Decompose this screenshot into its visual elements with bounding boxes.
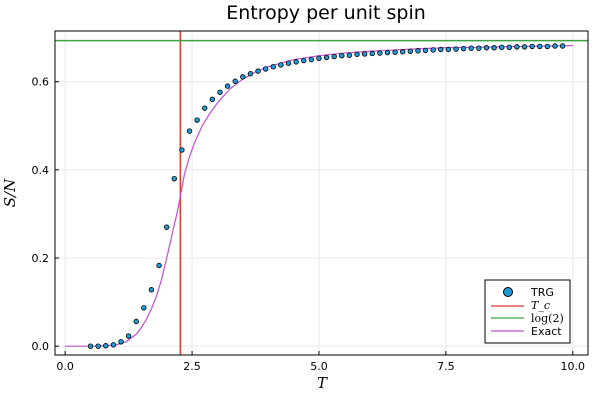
trg-point	[103, 343, 109, 349]
trg-point	[445, 46, 452, 53]
trg-point	[514, 44, 520, 50]
trg-point	[346, 52, 353, 58]
trg-point	[202, 105, 208, 111]
trg-point	[499, 44, 505, 51]
trg-point	[422, 47, 429, 54]
trg-point	[125, 333, 132, 339]
trg-point	[163, 224, 170, 230]
trg-point	[171, 175, 177, 182]
trg-point	[285, 60, 292, 66]
trg-point	[194, 117, 200, 123]
x-tick-label: 0.0	[56, 360, 74, 373]
trg-point	[278, 62, 284, 68]
legend-box	[484, 279, 571, 344]
trg-point	[156, 262, 162, 269]
trg-point	[339, 52, 345, 59]
trg-point	[354, 51, 360, 58]
trg-point	[247, 71, 254, 77]
trg-point	[95, 343, 101, 349]
legend-label-log2: log(2)	[531, 312, 564, 325]
trg-point	[255, 68, 261, 74]
trg-point	[552, 43, 558, 49]
trg-point	[361, 51, 368, 57]
trg-point	[316, 55, 322, 62]
trg-point	[118, 339, 124, 345]
series-layer	[55, 31, 588, 355]
trg-point	[217, 89, 223, 95]
x-axis-label: T	[317, 374, 328, 392]
trg-point	[529, 43, 535, 50]
x-tick-label: 10.0	[561, 360, 586, 373]
trg-point	[453, 46, 459, 52]
trg-point	[430, 47, 436, 53]
trg-point	[224, 83, 231, 89]
plot-frame	[54, 30, 589, 356]
legend-marker-trg	[503, 287, 513, 297]
trg-point	[87, 343, 94, 349]
trg-point	[460, 45, 467, 52]
trg-point	[521, 44, 528, 50]
x-tick-label: 5.0	[310, 360, 328, 373]
trg-point	[544, 43, 551, 50]
legend: TRG T_c log(2) Exact	[484, 279, 571, 344]
trg-point	[232, 78, 238, 84]
trg-point	[240, 74, 246, 80]
legend-label-trg: TRG	[530, 286, 554, 299]
trg-point	[468, 45, 474, 51]
y-tick-label: 0.6	[32, 76, 50, 89]
trg-point	[559, 43, 566, 49]
x-tick-label: 7.5	[437, 360, 455, 373]
x-tick-label: 2.5	[183, 360, 201, 373]
trg-point	[407, 48, 414, 54]
trg-point	[262, 66, 269, 72]
trg-point	[293, 59, 299, 65]
trg-point	[384, 49, 391, 56]
trg-point	[323, 54, 330, 61]
trg-point	[209, 96, 216, 103]
trg-point	[179, 147, 185, 153]
trg-point	[377, 50, 383, 56]
grid	[55, 31, 588, 355]
trg-point	[133, 318, 139, 325]
chart-title: Entropy per unit spin	[226, 2, 426, 24]
legend-label-tc: T_c	[531, 299, 550, 312]
y-tick-label: 0.0	[32, 340, 50, 353]
trg-point	[400, 49, 406, 55]
trg-point	[270, 64, 276, 70]
trg-point	[415, 48, 421, 54]
legend-label-tc-main: T_c	[531, 299, 550, 312]
trg-point	[308, 56, 315, 63]
trg-point	[537, 43, 543, 50]
trg-point	[369, 50, 375, 57]
trg-point	[491, 45, 497, 51]
trg-point	[331, 53, 337, 60]
trg-point	[141, 305, 147, 311]
y-tick-label: 0.2	[32, 252, 50, 265]
trg-point	[476, 45, 482, 51]
y-axis-label: S/N	[1, 178, 19, 207]
trg-point	[110, 342, 117, 348]
trg-point	[148, 287, 155, 293]
y-tick-label: 0.4	[32, 164, 50, 177]
trg-point	[186, 128, 193, 134]
trg-point	[438, 46, 444, 53]
trg-point	[301, 57, 307, 64]
ticks: 0.0 2.5 5.0 7.5 10.0 0.0 0.2 0.4 0.6	[32, 76, 586, 373]
series-exact-line	[65, 44, 573, 347]
legend-label-exact: Exact	[531, 325, 562, 338]
trg-point	[483, 45, 490, 51]
trg-point	[392, 49, 398, 55]
trg-point	[506, 44, 513, 51]
